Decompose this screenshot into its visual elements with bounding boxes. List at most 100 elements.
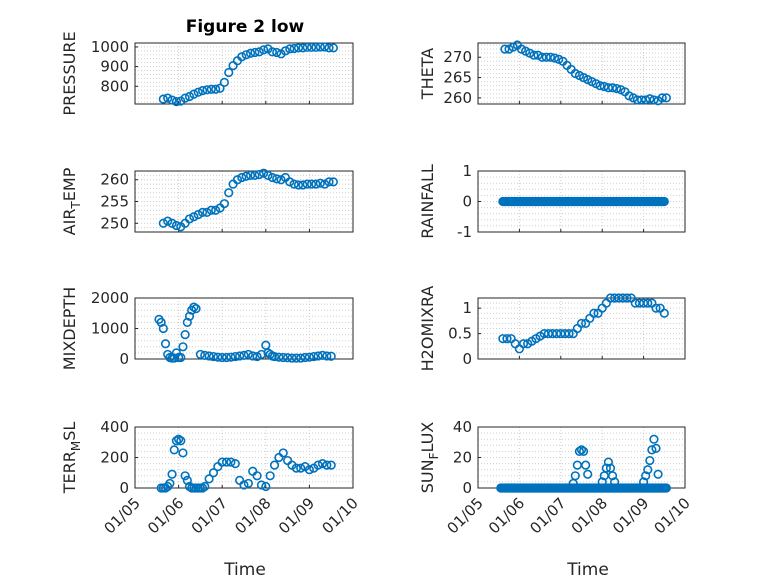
y-axis-label-h2omixra: H2OMIXRA [418,286,437,372]
y-tick-label: 1000 [91,320,129,338]
y-axis-label-terr_msl: TERRMSL [60,422,83,495]
x-tick-label: 01/09 [609,494,652,537]
data-point [163,93,173,103]
data-point [261,340,271,350]
x-axis-label-left: Time [223,560,266,580]
y-axis-label-sun_flux: SUNFLUX [418,422,441,494]
data-point [272,174,282,184]
data-point [228,61,238,71]
data-point [215,83,225,93]
data-point [219,199,229,209]
y-axis-label-mixdepth: MIXDEPTH [60,287,79,370]
data-point [313,351,323,361]
data-point [176,352,186,363]
data-point [265,349,275,360]
data-point [649,95,659,105]
data-point [167,95,177,105]
axes-frame [477,42,686,105]
data-point [178,448,188,458]
data-point [645,455,655,466]
data-point [235,475,245,485]
data-point [265,471,275,481]
data-point [163,216,173,226]
data-point [180,330,190,340]
data-point [237,172,247,183]
data-point [283,455,293,466]
data-point [529,50,539,60]
data-point [204,474,214,484]
y-tick-label: 800 [100,77,129,95]
data-point [274,352,284,362]
data-point [638,477,649,487]
data-point [195,349,205,360]
data-point [607,471,618,481]
y-tick-label: 260 [443,89,472,107]
data-point [661,483,671,493]
data-point [576,318,587,329]
data-point [200,481,210,492]
data-point [610,477,620,487]
data-point [309,351,319,362]
data-point [206,205,216,215]
data-point [518,339,529,349]
data-point [278,352,288,363]
data-point [661,93,671,103]
data-point [653,469,663,479]
x-tick-label: 01/10 [651,494,694,537]
data-point [184,311,195,321]
data-point [302,179,312,189]
subplot-terr_msl: 0 200 400 TERRMSL 01/05 01/06 01/07 01/08 01/09 0… [60,418,362,537]
data-point [245,48,256,58]
data-point [226,352,236,362]
data-point [197,483,208,493]
data-point [182,475,192,485]
data-point [574,446,585,457]
data-point [248,466,258,476]
y-tick-label: 200 [100,449,129,467]
data-point [502,334,512,344]
data-point [317,459,328,469]
x-axis-label-right: Time [566,560,609,580]
data-point [167,469,177,479]
data-point [285,44,295,54]
y-tick-label: 1 [462,299,472,317]
data-point [211,205,221,215]
y-tick-label: 0 [119,350,129,368]
data-point [300,352,310,363]
data-point [636,95,647,105]
data-point [607,83,618,93]
data-point [239,480,249,490]
data-point [228,179,238,189]
y-tick-label: 0 [462,193,472,211]
data-point [248,351,258,361]
y-tick-label: 0 [119,479,129,497]
data-point [221,457,232,467]
data-point [176,436,186,446]
data-point [158,94,168,104]
data-point [296,463,306,473]
data-point [322,351,332,361]
data-point [278,448,288,458]
data-point [317,350,328,360]
data-point [235,351,245,361]
data-point [189,89,199,99]
data-point [208,351,219,362]
y-tick-label: 400 [100,418,129,436]
subplot-mixdepth: 0 1000 2000 MIXDEPTH [60,287,354,370]
data-point [206,84,216,94]
data-point [180,471,190,481]
data-point [250,170,260,180]
subplot-h2omixra: 0 0.5 1 H2OMIXRA [418,286,686,372]
data-point [261,481,271,492]
data-point [189,212,199,222]
data-point [647,445,657,455]
y-tick-label: 260 [100,171,129,189]
data-point [581,460,591,470]
data-point [570,471,580,481]
data-point [252,471,262,481]
data-point [311,179,321,189]
y-axis-label-rainfall: RAINFALL [418,164,437,239]
data-point [576,445,587,455]
data-point [564,328,574,339]
